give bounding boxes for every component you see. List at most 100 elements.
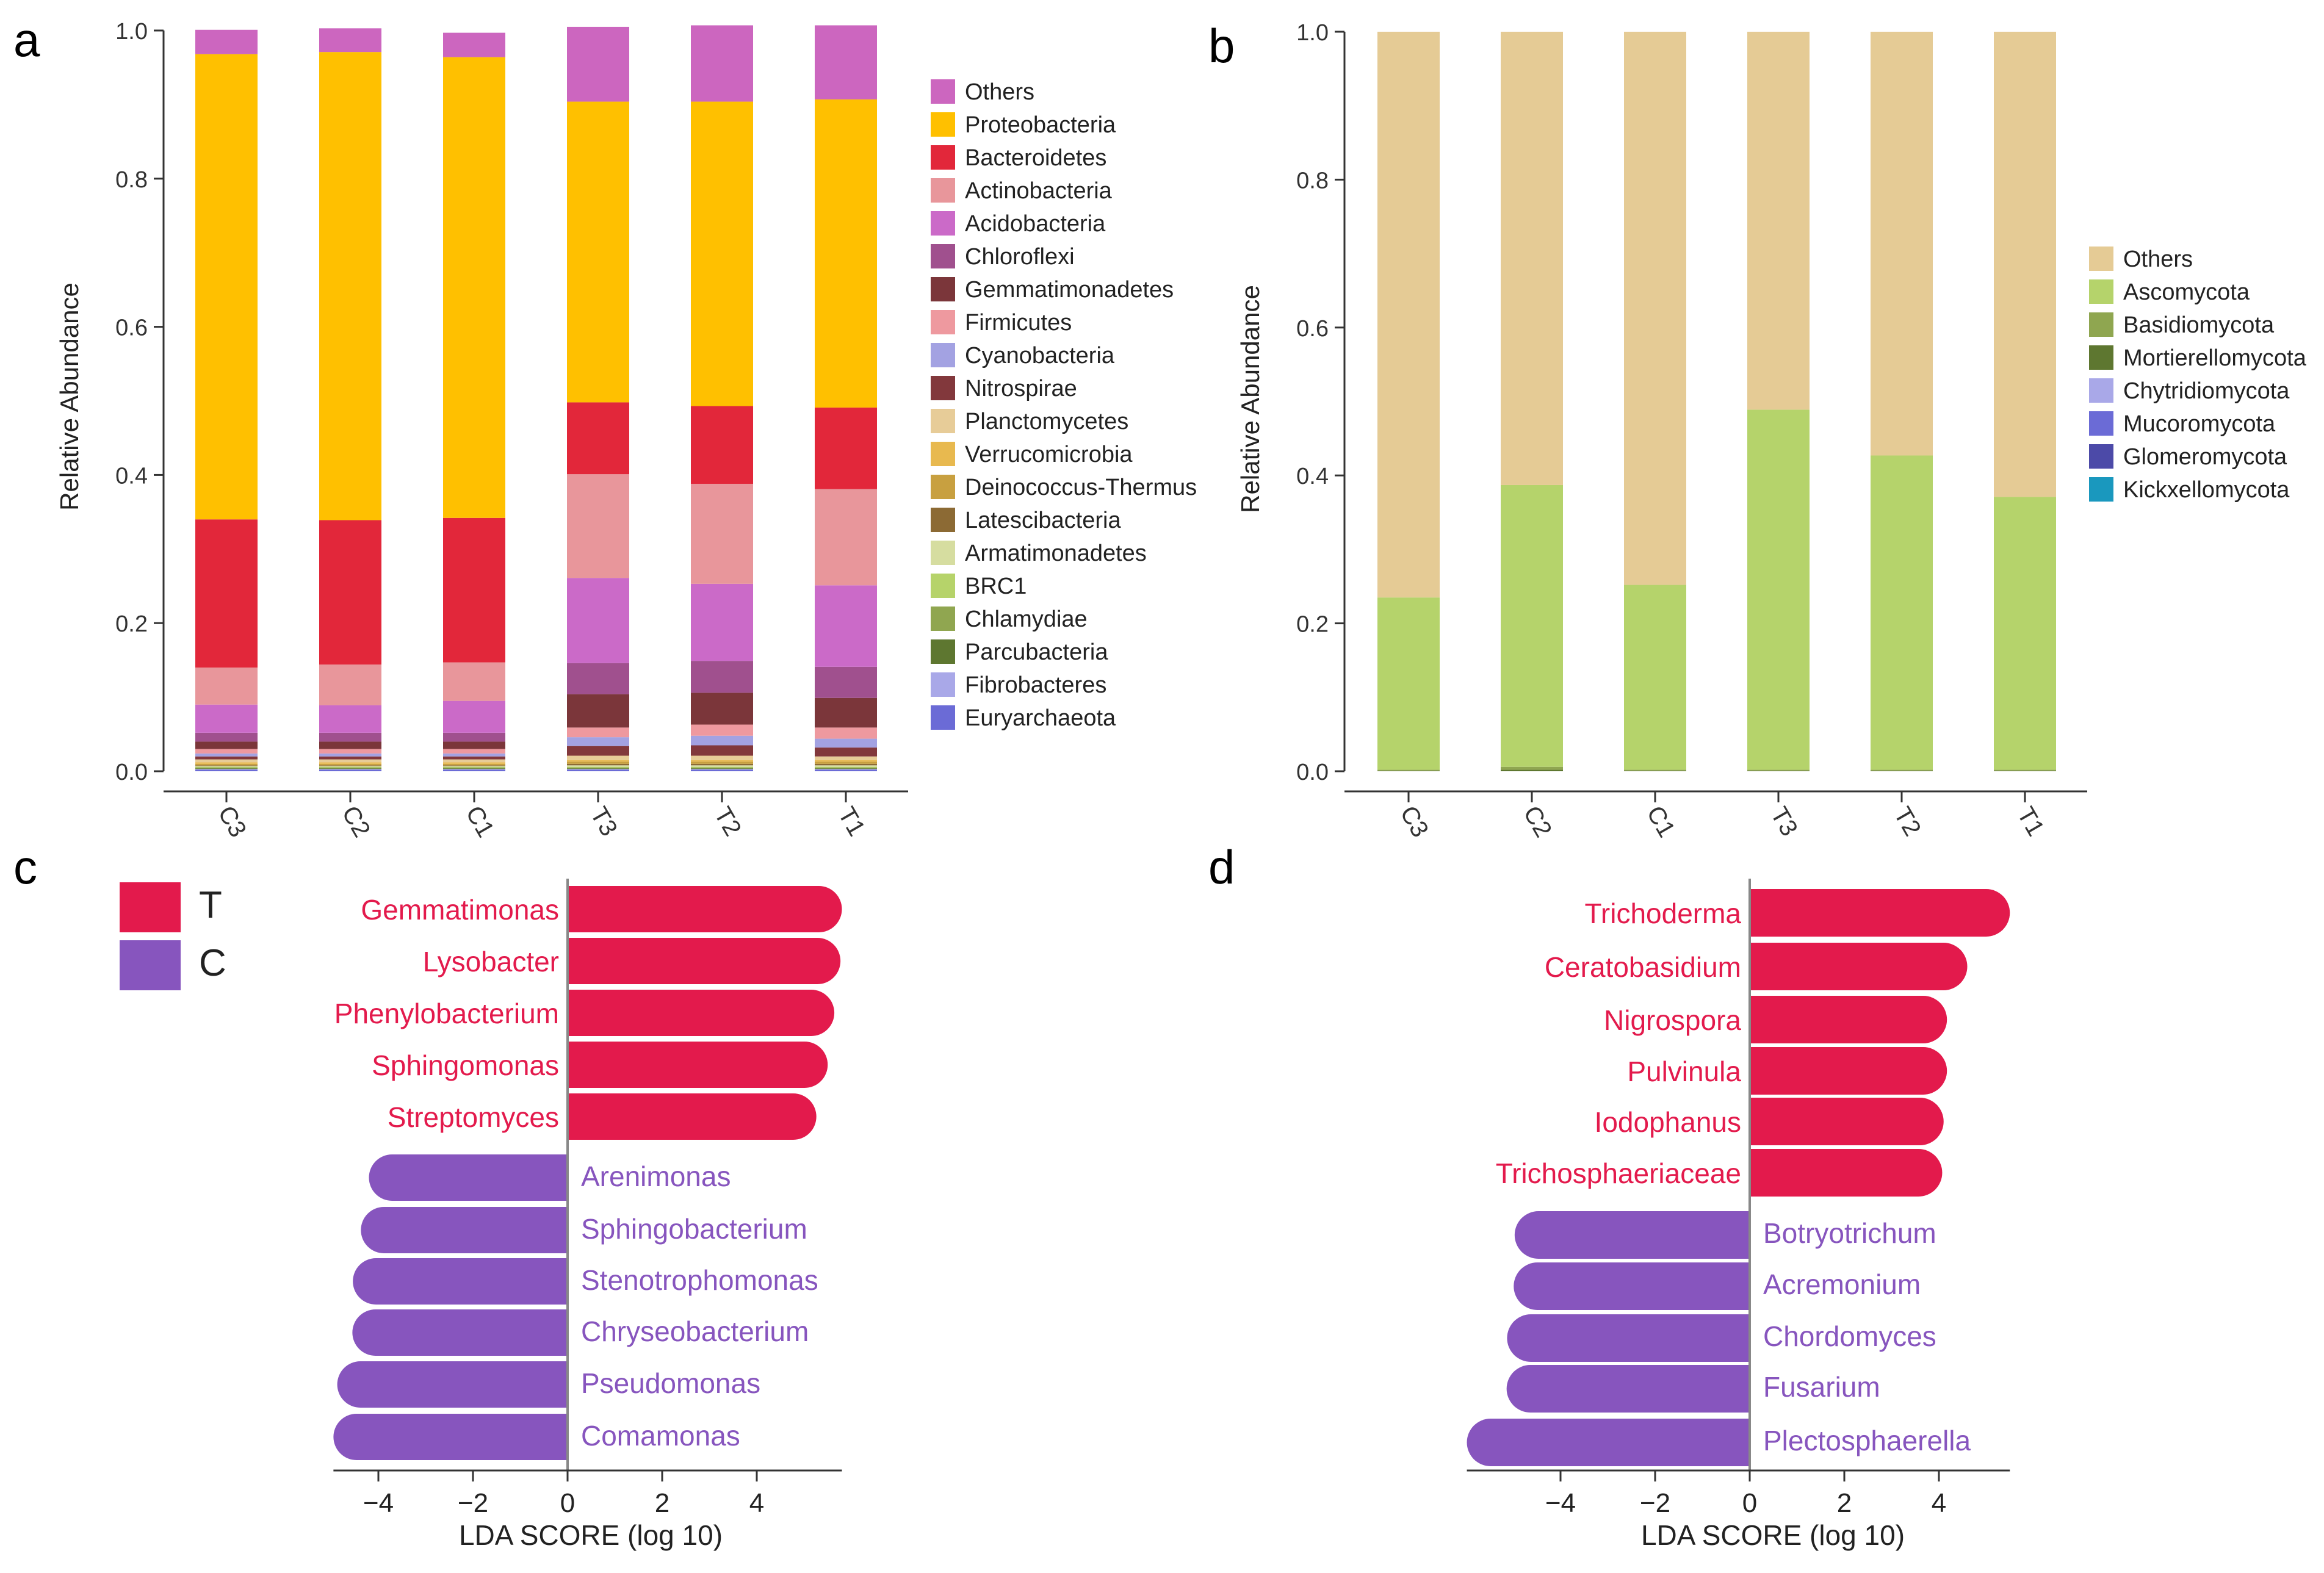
a-legend-swatch [931,475,955,499]
b-bar-segment-ascomycota [1994,497,2056,770]
a-bar-segment-verrucomicrobia [443,762,505,764]
d-x-tick-label: −4 [1545,1488,1576,1518]
a-bar-segment-armatimonadetes [567,765,629,767]
a-bar-segment-euryarchaeota [691,769,753,771]
b-x-tick-label: T3 [1766,802,1803,840]
a-bar-segment-parcubacteria [815,768,877,769]
a-bar-segment-cyanobacteria [815,738,877,748]
d-lda-bar-C [1507,1314,1750,1362]
a-legend-label: Deinococcus-Thermus [965,475,1197,500]
a-bar-segment-bacteroidetes [319,520,381,665]
panel-a-bars [195,25,877,771]
d-lda-bar-C [1514,1262,1750,1310]
a-bar-segment-actinobacteria [443,662,505,701]
a-bar-segment-cyanobacteria [195,753,258,757]
a-y-tick-label: 0.0 [115,760,148,785]
panel-letter-b: b [1208,19,1235,73]
a-bar-segment-others [567,26,629,102]
a-legend-swatch [931,574,955,598]
c-lda-label: Sphingomonas [372,1049,559,1081]
a-legend-swatch [931,705,955,730]
a-bar-segment-actinobacteria [691,483,753,584]
d-lda-bar-T [1750,996,1947,1043]
c-lda-label: Arenimonas [581,1161,731,1192]
a-bar-segment-deinococcus-thermus [195,763,258,766]
b-y-tick-label: 1.0 [1296,20,1329,46]
a-legend-swatch [931,211,955,236]
d-lda-label: Iodophanus [1595,1106,1741,1138]
a-bar-segment-latescibacteria [567,763,629,766]
a-x-tick-label: T2 [709,802,746,840]
a-legend-swatch [931,145,955,170]
b-legend-swatch [2089,279,2113,304]
d-x-tick-label: −2 [1640,1488,1670,1518]
d-lda-label: Trichoderma [1585,898,1742,929]
c-lda-bar-T [568,1042,828,1088]
c-lda-label: Streptomyces [388,1101,559,1133]
panel-d-axes: −4 −2 0 2 4 [1467,879,2010,1518]
d-lda-label: Nigrospora [1604,1004,1741,1036]
b-y-tick-label: 0.4 [1296,464,1329,489]
a-bar-segment-firmicutes [319,749,381,754]
a-bar-segment-proteobacteria [567,101,629,403]
b-y-tick-label: 0.6 [1296,316,1329,342]
a-bar-segment-planctomycetes [815,756,877,760]
a-legend-swatch [931,508,955,532]
b-legend-swatch [2089,312,2113,337]
a-bar-segment-verrucomicrobia [319,762,381,764]
a-bar-segment-parcubacteria [443,768,505,769]
d-lda-label: Trichosphaeriaceae [1496,1157,1741,1189]
panel-c-legend-swatch [120,882,181,932]
b-bar-segment-ascomycota [1747,409,1810,770]
a-legend-label: Cyanobacteria [965,343,1115,369]
panel-b-legend: Others Ascomycota Basidiomycota Mortierello… [2089,247,2307,503]
a-legend-label: BRC1 [965,574,1027,599]
a-legend-swatch [931,343,955,367]
a-y-tick-label: 1.0 [115,19,148,45]
a-bar-segment-armatimonadetes [815,765,877,767]
panel-c-axes: −4 −2 0 2 4 [333,879,842,1518]
a-bar-segment-nitrospirae [691,745,753,756]
d-lda-label: Acremonium [1763,1269,1921,1300]
panel-letter-d: d [1208,840,1235,894]
a-bar-segment-parcubacteria [319,768,381,769]
a-bar-segment-latescibacteria [319,765,381,766]
a-bar-segment-proteobacteria [319,52,381,520]
b-x-tick-label: T1 [2012,802,2049,840]
a-bar-segment-cyanobacteria [691,735,753,746]
a-bar-segment-actinobacteria [319,664,381,705]
d-x-tick-label: 0 [1742,1488,1757,1518]
b-legend-swatch [2089,247,2113,271]
a-bar-segment-chloroflexi [567,663,629,694]
a-legend-label: Nitrospirae [965,376,1077,401]
b-legend-swatch [2089,444,2113,469]
b-bar-segment-basidiomycota [1501,766,1563,770]
c-lda-bar-T [568,886,842,932]
a-bar-segment-acidobacteria [195,704,258,733]
a-y-tick-label: 0.8 [115,167,148,193]
a-bar-segment-cyanobacteria [319,753,381,757]
a-bar-segment-nitrospirae [815,747,877,757]
b-bar-segment-ascomycota [1871,455,1933,770]
a-legend-swatch [931,277,955,301]
a-bar-segment-chloroflexi [691,661,753,693]
a-bar-segment-proteobacteria [691,101,753,406]
b-x-tick-label: T2 [1889,802,1926,840]
c-lda-label: Stenotrophomonas [581,1264,818,1296]
d-lda-label: Ceratobasidium [1545,951,1741,983]
b-legend-label: Ascomycota [2123,279,2250,305]
d-lda-bar-T [1750,889,2010,937]
d-lda-label: Fusarium [1763,1371,1880,1403]
b-x-tick-label: C3 [1395,801,1434,841]
a-bar-segment-parcubacteria [567,768,629,769]
c-x-tick-label: −4 [363,1488,394,1518]
c-lda-bar-T [568,1093,817,1140]
c-lda-label: Chryseobacterium [581,1316,809,1347]
a-bar-segment-gemmatimonadetes [443,741,505,749]
a-bar-segment-brc1 [567,766,629,768]
a-bar-segment-euryarchaeota [567,769,629,771]
a-x-tick-label: T3 [585,802,622,840]
d-lda-label: Botryotrichum [1763,1217,1936,1249]
a-bar-segment-planctomycetes [567,755,629,760]
a-bar-segment-acidobacteria [443,700,505,733]
